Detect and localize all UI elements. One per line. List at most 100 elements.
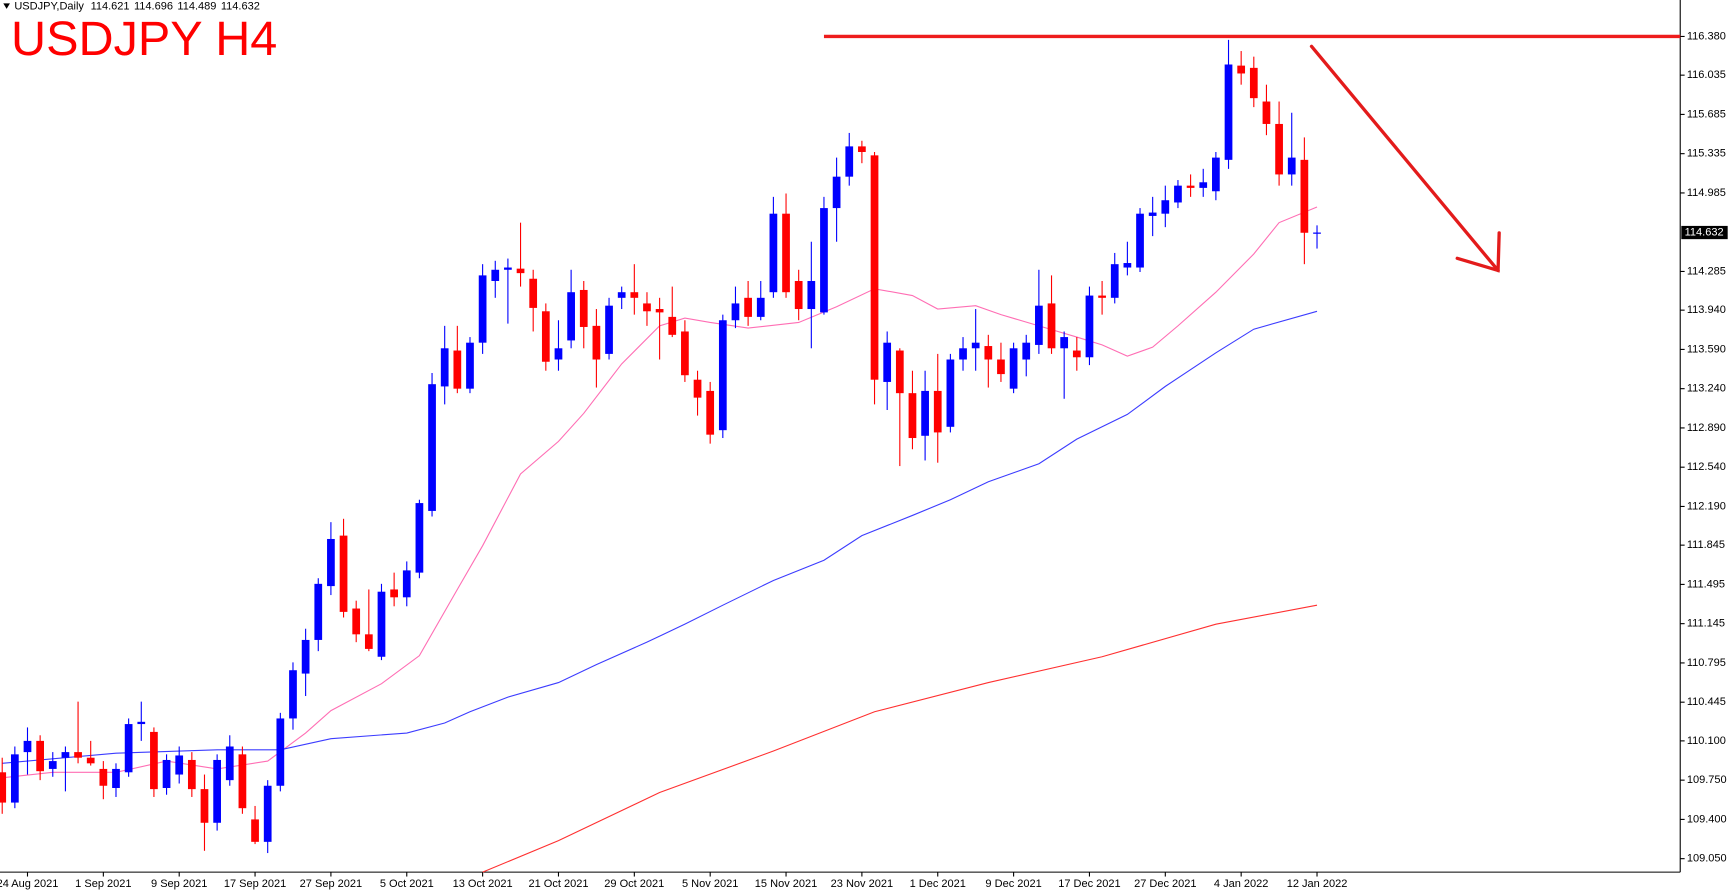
candle-body	[1237, 65, 1246, 74]
candle-body	[731, 303, 740, 321]
candle-body	[504, 267, 512, 270]
x-tick-label: 5 Oct 2021	[380, 878, 434, 890]
x-tick-label: 5 Nov 2021	[682, 878, 738, 890]
y-tick-label: 116.380	[1687, 30, 1726, 42]
candle-body	[1287, 157, 1296, 175]
candle-body	[1035, 305, 1043, 345]
candle-body	[718, 320, 727, 431]
candle-body	[1186, 185, 1195, 188]
candle-body	[769, 213, 778, 293]
x-tick-label: 17 Dec 2021	[1058, 878, 1120, 890]
candle-body	[933, 390, 942, 433]
x-tick-label: 12 Jan 2022	[1287, 878, 1348, 890]
moving-average	[482, 604, 1318, 873]
candle-body	[1009, 348, 1018, 389]
candle-body	[782, 213, 790, 293]
candle-body	[1098, 295, 1106, 298]
candle-body	[997, 359, 1005, 375]
x-tick-label: 27 Sep 2021	[300, 878, 362, 890]
candle-body	[276, 718, 285, 786]
candle-body	[668, 316, 677, 335]
candle-body	[858, 146, 866, 152]
candle-body	[390, 589, 398, 598]
candle-body	[1060, 337, 1069, 349]
y-tick-label: 109.750	[1687, 774, 1727, 786]
x-tick-label: 21 Oct 2021	[528, 878, 588, 890]
y-tick-label: 110.795	[1687, 657, 1726, 669]
candle-body	[1161, 200, 1170, 214]
candle-body	[908, 393, 917, 439]
candle-body	[1262, 101, 1271, 124]
header-high: 114.696	[134, 1, 173, 13]
candle-body	[655, 309, 664, 313]
x-tick-label: 23 Nov 2021	[831, 878, 893, 890]
y-tick-label: 113.590	[1687, 343, 1726, 355]
header-open: 114.621	[91, 1, 130, 13]
candle-body	[162, 759, 171, 788]
candle-body	[971, 342, 980, 349]
candle-body	[175, 755, 184, 775]
y-tick-label: 116.035	[1687, 69, 1726, 81]
price-label: 114.632	[1685, 226, 1724, 238]
candle-body	[225, 746, 234, 781]
candle-body	[112, 768, 120, 788]
candle-body	[402, 570, 411, 598]
candle-body	[794, 280, 803, 310]
candle-body	[251, 819, 259, 842]
chart-title: USDJPY H4	[11, 12, 277, 66]
y-tick-label: 112.890	[1687, 422, 1726, 434]
header: USDJPY,Daily 114.621 114.696 114.489 114.632	[14, 1, 260, 13]
candle-body	[466, 342, 474, 389]
candle-body	[187, 759, 196, 790]
y-tick-label: 114.285	[1687, 265, 1726, 277]
x-tick-label: 1 Sep 2021	[75, 878, 131, 890]
moving-average	[2, 206, 1318, 779]
candle-body	[453, 350, 462, 389]
price-label-box	[1681, 225, 1728, 240]
candle-body	[516, 268, 525, 274]
candle-body	[137, 721, 146, 725]
arrow-shaft	[1309, 44, 1500, 273]
candle-body	[0, 772, 7, 803]
candle-body	[1085, 295, 1094, 358]
y-tick-label: 114.985	[1687, 187, 1726, 199]
candle-body	[99, 768, 108, 786]
x-tick-label: 1 Dec 2021	[910, 878, 966, 890]
candle-body	[820, 208, 828, 313]
x-tick-label: 27 Dec 2021	[1134, 878, 1196, 890]
candle-body	[301, 639, 310, 674]
candle-body	[263, 785, 272, 842]
x-tick-label: 17 Sep 2021	[224, 878, 286, 890]
header-low: 114.489	[177, 1, 216, 13]
y-tick-label: 109.050	[1687, 853, 1727, 865]
candle-body	[567, 292, 575, 341]
x-tick-label: 4 Jan 2022	[1214, 878, 1269, 890]
y-tick-label: 110.100	[1687, 735, 1726, 747]
candle-body	[959, 348, 967, 360]
candle-body	[491, 269, 500, 281]
candle-body	[314, 583, 323, 640]
candle-body	[23, 740, 32, 753]
y-tick-label: 111.495	[1687, 578, 1725, 590]
candle-body	[1212, 157, 1220, 192]
candle-body	[1022, 342, 1031, 360]
header-symbol: USDJPY,Daily	[14, 1, 84, 13]
candle-body	[554, 348, 563, 360]
header-marker	[3, 3, 10, 9]
candle-body	[1300, 159, 1309, 233]
x-tick-label: 13 Oct 2021	[453, 878, 513, 890]
candle-body	[1174, 185, 1182, 203]
candle-body	[327, 538, 335, 587]
candle-body	[895, 350, 904, 394]
candle-body	[579, 289, 588, 327]
candle-body	[630, 292, 639, 298]
candle-body	[643, 303, 651, 312]
y-tick-label: 115.685	[1687, 108, 1726, 120]
candle-body	[744, 297, 752, 317]
y-tick-label: 113.240	[1687, 383, 1726, 395]
candle-body	[10, 754, 19, 803]
candle-body	[756, 297, 765, 317]
x-tick-label: 15 Nov 2021	[755, 878, 817, 890]
